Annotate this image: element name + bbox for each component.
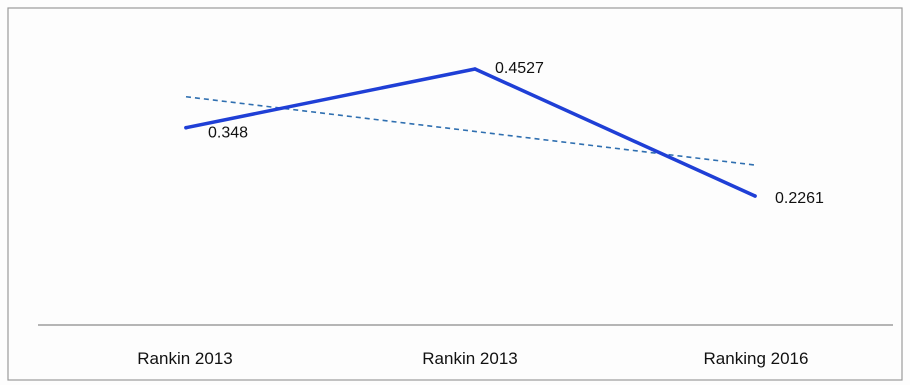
data-label: 0.4527 bbox=[495, 60, 544, 77]
x-tick-label: Rankin 2013 bbox=[137, 349, 232, 368]
data-label: 0.2261 bbox=[775, 190, 824, 207]
x-tick-labels-layer: Rankin 2013 Rankin 2013 Ranking 2016 bbox=[137, 349, 808, 368]
series-line bbox=[184, 67, 757, 198]
x-tick-label: Rankin 2013 bbox=[422, 349, 517, 368]
chart-frame bbox=[7, 7, 903, 381]
trendline-layer bbox=[185, 95, 756, 166]
data-labels-layer: 0.348 0.4527 0.2261 bbox=[208, 60, 824, 207]
trendline bbox=[185, 95, 756, 166]
x-tick-label: Ranking 2016 bbox=[704, 349, 809, 368]
series-layer bbox=[184, 67, 757, 198]
data-point bbox=[753, 194, 757, 198]
data-point bbox=[184, 125, 188, 130]
data-label: 0.348 bbox=[208, 125, 248, 142]
data-point bbox=[473, 67, 477, 71]
